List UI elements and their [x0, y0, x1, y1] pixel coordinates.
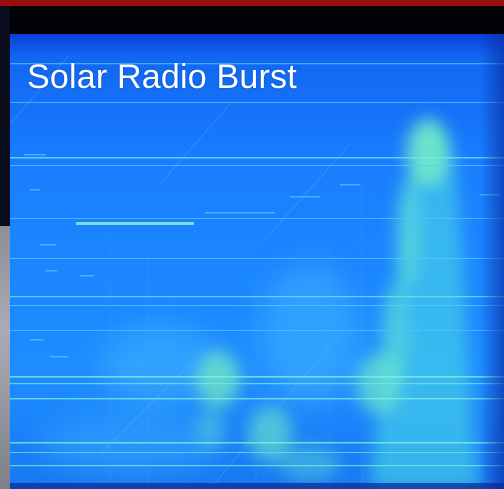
top-black-band — [0, 6, 504, 34]
spectrogram-image — [10, 34, 504, 489]
bottom-edge — [10, 483, 504, 489]
left-dark-strip — [0, 6, 10, 226]
right-edge-shade — [480, 34, 504, 489]
left-gray-strip — [0, 226, 10, 489]
diagonal-streaks — [10, 53, 351, 489]
interference-lines — [10, 63, 504, 467]
vertical-striations — [109, 184, 363, 489]
radio-burst-secondary — [196, 351, 340, 482]
top-red-bar — [0, 0, 504, 6]
caption-title: Solar Radio Burst — [27, 58, 297, 96]
dotted-segment — [76, 222, 194, 225]
